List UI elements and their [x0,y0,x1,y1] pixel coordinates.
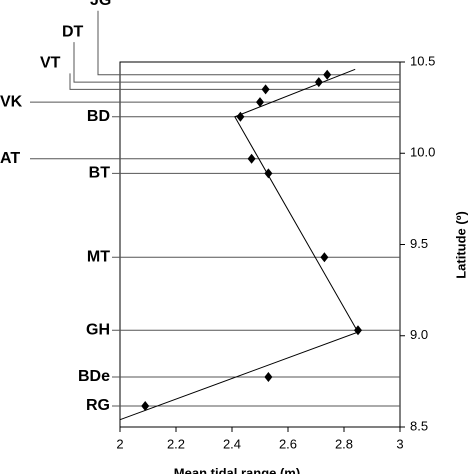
y-tick-label: 9.0 [410,327,428,342]
station-label: MT [87,248,110,265]
y-tick-label: 8.5 [410,418,428,433]
station-label: JG [90,0,111,9]
x-tick-label: 2.6 [279,436,297,451]
station-label: RG [86,397,110,414]
x-tick-label: 2 [116,436,123,451]
station-label: AT [0,150,20,167]
data-point [323,69,332,80]
station-label: BDe [78,368,110,385]
data-point [141,401,150,412]
station-line [73,42,400,83]
x-tick-label: 2.8 [335,436,353,451]
x-tick-label: 2.4 [223,436,241,451]
y-tick-label: 10.5 [410,53,435,68]
data-point [264,371,273,382]
data-point [247,153,256,164]
x-tick-label: 2.2 [167,436,185,451]
station-label: VK [0,93,23,110]
y-axis-label: Latitude (º) [453,211,468,279]
station-label: GH [86,321,110,338]
station-label: BT [89,165,111,182]
station-label: VT [40,55,61,72]
station-label: DT [62,23,84,40]
data-point [320,252,329,263]
x-axis-label: Mean tidal range (m) [174,465,300,474]
data-point [264,168,273,179]
data-point [256,97,264,108]
data-point [261,84,270,95]
y-tick-label: 9.5 [410,236,428,251]
station-line [97,10,400,76]
trend-line [119,68,359,421]
station-label: BD [87,108,110,125]
y-tick-label: 10.0 [410,145,435,160]
x-tick-label: 3 [396,436,403,451]
station-line [69,73,400,90]
